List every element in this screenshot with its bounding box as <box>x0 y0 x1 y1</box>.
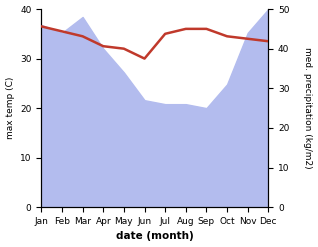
X-axis label: date (month): date (month) <box>116 231 194 242</box>
Y-axis label: max temp (C): max temp (C) <box>5 77 15 139</box>
Y-axis label: med. precipitation (kg/m2): med. precipitation (kg/m2) <box>303 47 313 169</box>
